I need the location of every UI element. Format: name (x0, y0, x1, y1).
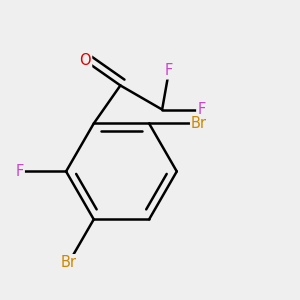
Text: F: F (16, 164, 24, 179)
Text: Br: Br (61, 255, 77, 270)
Text: Br: Br (191, 116, 207, 131)
Text: F: F (197, 102, 206, 117)
Text: F: F (165, 63, 173, 78)
Text: O: O (80, 53, 91, 68)
